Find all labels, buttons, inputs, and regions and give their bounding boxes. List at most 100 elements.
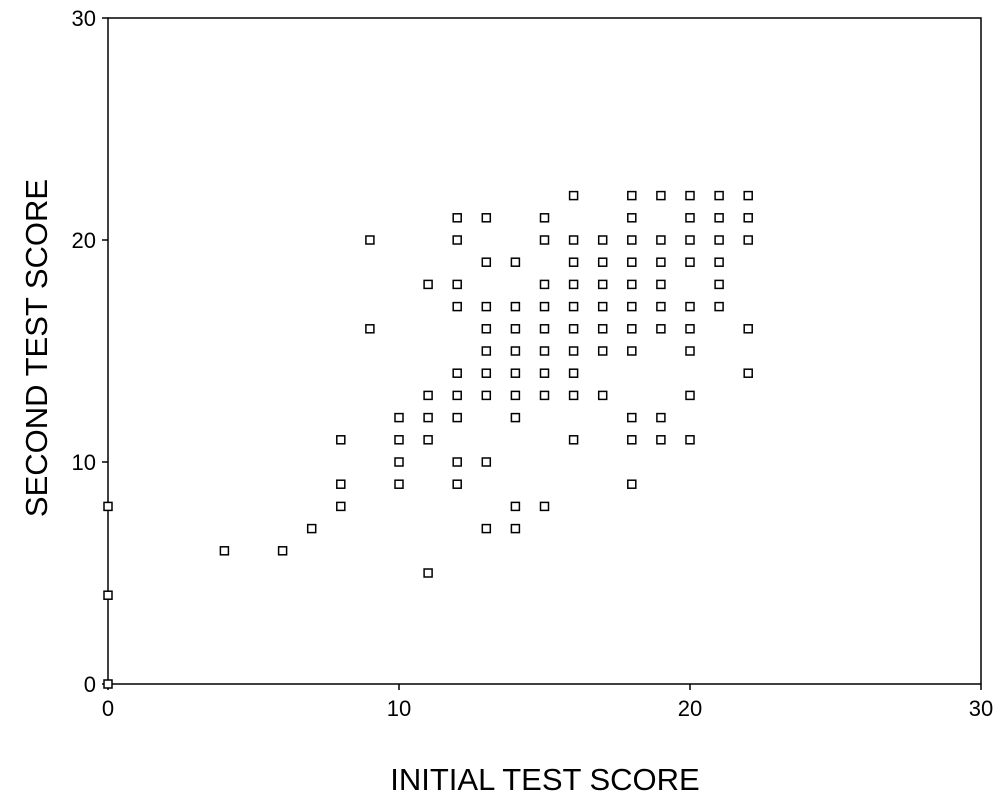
x-tick-label: 30	[969, 696, 993, 721]
point	[539, 235, 550, 245]
point	[539, 301, 550, 312]
point	[656, 279, 666, 290]
point	[714, 279, 724, 290]
point	[656, 324, 666, 334]
point	[627, 412, 637, 423]
point	[510, 523, 521, 534]
point	[743, 324, 753, 334]
point	[336, 479, 346, 489]
point	[568, 435, 579, 445]
point	[277, 546, 288, 556]
point	[394, 435, 404, 445]
y-axis-title: SECOND TEST SCORE	[19, 179, 54, 517]
point	[597, 346, 608, 356]
point	[627, 435, 637, 445]
point	[539, 279, 550, 290]
point	[452, 390, 462, 401]
point	[336, 435, 346, 445]
point	[481, 213, 492, 223]
point	[656, 257, 666, 267]
point	[597, 390, 608, 401]
point	[714, 190, 724, 201]
point	[452, 368, 462, 378]
point	[539, 213, 550, 223]
point	[627, 479, 637, 489]
point	[510, 412, 521, 423]
point	[481, 390, 492, 401]
point	[481, 257, 492, 267]
point	[685, 213, 695, 223]
point	[597, 257, 608, 267]
point	[103, 590, 113, 600]
point	[481, 346, 492, 356]
point	[743, 235, 753, 245]
point	[481, 324, 492, 334]
x-tick-label: 10	[387, 696, 411, 721]
point	[510, 257, 521, 267]
y-tick-label: 10	[72, 450, 96, 475]
point	[539, 501, 550, 512]
point	[481, 301, 492, 312]
point	[539, 390, 550, 401]
point	[568, 190, 579, 201]
point	[510, 346, 521, 356]
point	[568, 279, 579, 290]
point	[568, 390, 579, 401]
point	[452, 301, 462, 312]
point	[423, 435, 433, 445]
point	[481, 523, 492, 534]
point	[510, 501, 521, 512]
point	[103, 679, 113, 689]
point	[510, 301, 521, 312]
point	[510, 324, 521, 334]
point	[685, 324, 695, 334]
point	[103, 501, 113, 512]
plot-frame	[107, 17, 982, 685]
y-tick-label: 30	[72, 6, 96, 31]
point	[539, 346, 550, 356]
point	[568, 324, 579, 334]
point	[685, 301, 695, 312]
point	[423, 279, 433, 290]
point	[743, 213, 753, 223]
point	[656, 301, 666, 312]
x-axis-title: INITIAL TEST SCORE	[390, 762, 700, 797]
point	[627, 190, 637, 201]
point	[452, 279, 462, 290]
point	[656, 190, 666, 201]
point	[394, 479, 404, 489]
x-tick-label: 20	[678, 696, 702, 721]
point	[627, 324, 637, 334]
point	[481, 457, 492, 467]
point	[656, 412, 666, 423]
point	[510, 368, 521, 378]
point	[452, 235, 462, 245]
point	[219, 546, 230, 556]
point	[743, 190, 753, 201]
point	[394, 412, 404, 423]
point	[452, 412, 462, 423]
point	[597, 279, 608, 290]
point	[539, 324, 550, 334]
point	[685, 346, 695, 356]
point	[568, 235, 579, 245]
point	[336, 501, 346, 512]
point	[685, 257, 695, 267]
point	[452, 479, 462, 489]
point	[365, 235, 375, 245]
point	[685, 435, 695, 445]
point	[568, 301, 579, 312]
point	[627, 301, 637, 312]
point	[306, 523, 317, 534]
point	[714, 301, 724, 312]
point	[597, 235, 608, 245]
point	[365, 324, 375, 334]
point	[743, 368, 753, 378]
point	[568, 368, 579, 378]
y-tick-label: 20	[72, 228, 96, 253]
point	[597, 324, 608, 334]
point	[423, 568, 433, 578]
point	[656, 435, 666, 445]
point	[481, 368, 492, 378]
